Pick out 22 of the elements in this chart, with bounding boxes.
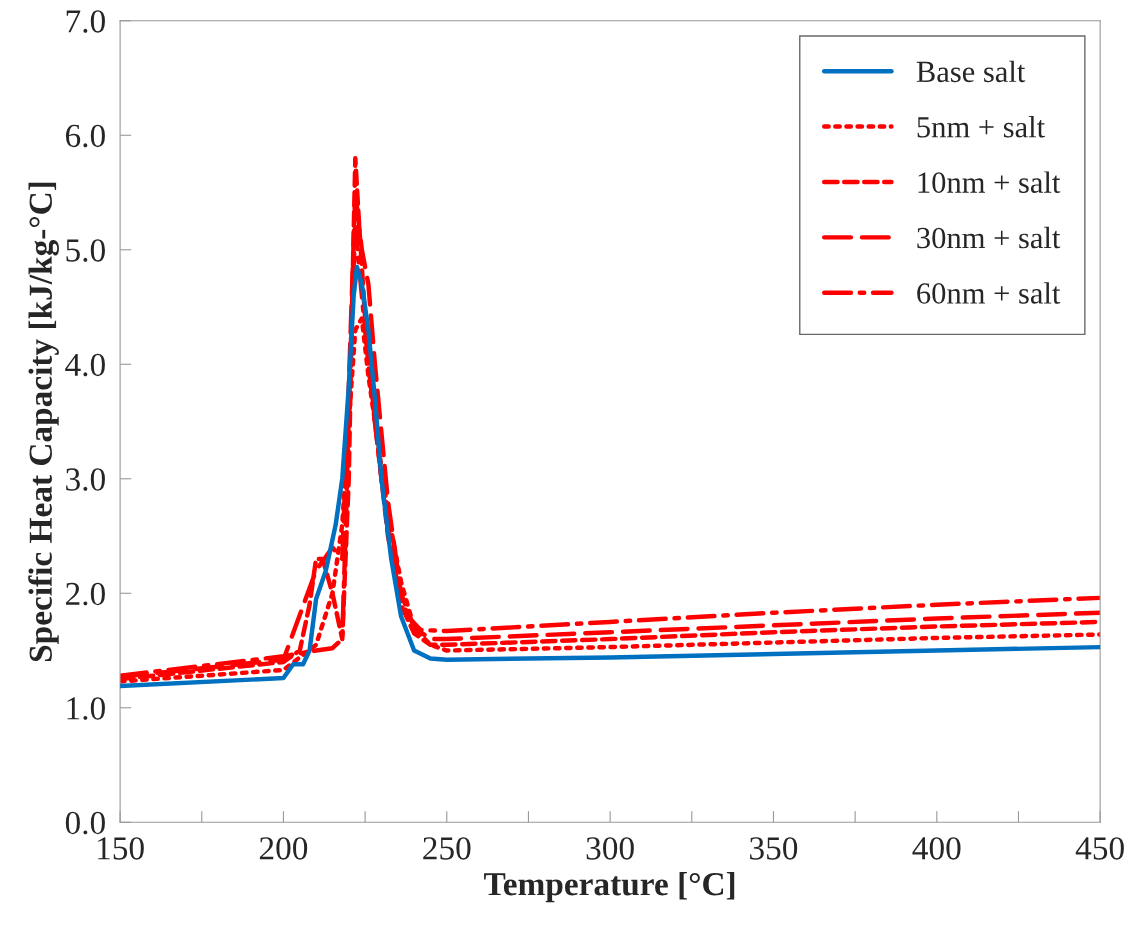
- x-tick-label: 400: [912, 837, 961, 860]
- y-axis-title: Specific Heat Capacity [kJ/kg-°C]: [28, 182, 59, 662]
- y-tick-label: 3.0: [66, 468, 105, 491]
- y-tick-label: 2.0: [66, 582, 105, 606]
- x-tick-label: 350: [750, 837, 798, 860]
- legend-label: Base salt: [916, 60, 1026, 83]
- x-tick-label: 250: [423, 837, 471, 860]
- x-axis-title: Temperature [°C]: [484, 871, 735, 903]
- legend-label: 60nm + salt: [917, 282, 1061, 304]
- x-tick-label: 450: [1075, 837, 1124, 860]
- legend-label: 30nm + salt: [917, 226, 1061, 249]
- y-tick-label: 0.0: [65, 811, 105, 835]
- legend-label: 5nm + salt: [917, 116, 1045, 138]
- x-tick-label: 200: [259, 837, 308, 860]
- y-tick-label: 4.0: [65, 353, 105, 377]
- y-tick-label: 7.0: [66, 10, 105, 33]
- y-tick-label: 5.0: [66, 239, 105, 262]
- x-tick-label: 300: [586, 837, 634, 860]
- y-tick-label: 1.0: [67, 697, 105, 720]
- x-tick-label: 150: [98, 837, 144, 860]
- y-tick-label: 6.0: [65, 124, 105, 148]
- legend-label: 10nm + salt: [918, 171, 1061, 193]
